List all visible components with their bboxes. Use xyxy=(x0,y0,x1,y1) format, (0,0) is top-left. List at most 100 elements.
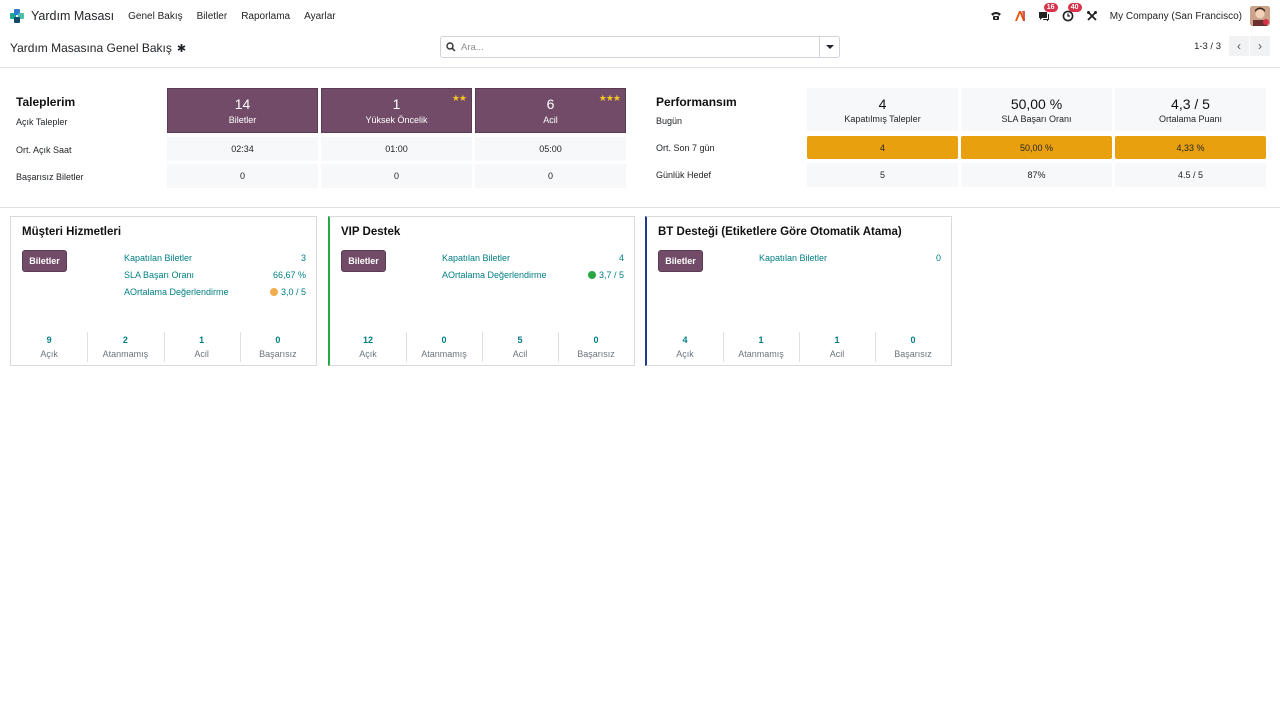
closed-tickets-link[interactable]: Kapatılan Biletler xyxy=(759,253,828,263)
high-priority-tile[interactable]: ★★ 1 Yüksek Öncelik xyxy=(321,88,472,133)
footer-failed[interactable]: 0 Başarısız xyxy=(558,329,634,365)
menu-settings[interactable]: Ayarlar xyxy=(304,10,336,22)
search-bar xyxy=(440,36,840,58)
perf-value: 4 xyxy=(878,95,887,112)
footer-value: 0 xyxy=(441,335,447,345)
closed-tickets-value[interactable]: 0 xyxy=(935,253,941,263)
chevron-down-icon xyxy=(825,45,834,49)
messages-icon[interactable]: 16 xyxy=(1036,3,1058,24)
company-switcher[interactable]: My Company (San Francisco) xyxy=(1109,10,1242,22)
team-name[interactable]: BT Desteği (Etiketlere Göre Otomatik Ata… xyxy=(658,226,902,238)
footer-label: Atanmamış xyxy=(421,349,467,359)
pager-value[interactable]: 1-3 / 3 xyxy=(1194,40,1221,52)
failed-cell[interactable]: 0 xyxy=(475,164,626,188)
footer-value: 0 xyxy=(593,335,599,345)
last-7-days-label: Ort. Son 7 gün xyxy=(656,143,715,153)
team-name[interactable]: Müşteri Hizmetleri xyxy=(22,226,122,238)
target-rating-cell[interactable]: 4.5 / 5 xyxy=(1115,163,1266,187)
footer-value: 2 xyxy=(122,335,128,345)
user-avatar[interactable] xyxy=(1250,6,1270,26)
closed-tickets-link[interactable]: Kapatılan Biletler xyxy=(124,253,193,263)
footer-unassigned[interactable]: 2 Atanmamış xyxy=(87,329,163,365)
footer-label: Başarısız xyxy=(894,349,932,359)
footer-open[interactable]: 12 Açık xyxy=(330,329,406,365)
footer-value: 0 xyxy=(910,335,916,345)
avg-rating-value[interactable]: 3,0 / 5 xyxy=(269,287,306,297)
sla-success-value[interactable]: 66,67 % xyxy=(272,270,306,280)
footer-open[interactable]: 4 Açık xyxy=(647,329,723,365)
footer-open[interactable]: 9 Açık xyxy=(11,329,87,365)
search-options-toggle[interactable] xyxy=(819,37,839,57)
target-closed-cell[interactable]: 5 xyxy=(807,163,958,187)
avg-rating-text: 3,7 / 5 xyxy=(598,270,624,280)
menu-tickets[interactable]: Biletler xyxy=(196,10,228,22)
activities-clock-icon[interactable]: 40 xyxy=(1060,3,1082,24)
footer-urgent[interactable]: 1 Acil xyxy=(163,329,240,365)
footer-failed[interactable]: 0 Başarısız xyxy=(875,329,951,365)
tickets-button[interactable]: Biletler xyxy=(341,250,386,272)
closed-tickets-value[interactable]: 4 xyxy=(618,253,624,263)
my-tickets-title: Taleplerim xyxy=(16,95,76,109)
footer-label: Acil xyxy=(194,349,209,359)
avg-rating-link[interactable]: AOrtalama Değerlendirme xyxy=(442,270,547,280)
team-name[interactable]: VIP Destek xyxy=(341,226,401,238)
avg-rating-link[interactable]: AOrtalama Değerlendirme xyxy=(124,287,229,297)
avg-hours-cell[interactable]: 01:00 xyxy=(321,137,472,161)
menu-reporting[interactable]: Raporlama xyxy=(241,10,291,22)
footer-unassigned[interactable]: 0 Atanmamış xyxy=(406,329,482,365)
footer-label: Açık xyxy=(40,349,58,359)
footer-label: Başarısız xyxy=(259,349,297,359)
tile-label: Yüksek Öncelik xyxy=(365,115,428,125)
tile-label: Acil xyxy=(543,115,558,125)
sla-success-today[interactable]: 50,00 % SLA Başarı Oranı xyxy=(961,88,1112,131)
target-sla-cell[interactable]: 87% xyxy=(961,163,1112,187)
team-footer: 4 Açık 1 Atanmamış 1 Acil 0 Başarısız xyxy=(647,329,951,365)
avg-hours-cell[interactable]: 02:34 xyxy=(167,137,318,161)
footer-label: Atanmamış xyxy=(738,349,784,359)
avg-rating-today[interactable]: 4,3 / 5 Ortalama Puanı xyxy=(1115,88,1266,131)
phone-icon[interactable] xyxy=(988,8,1004,24)
closed-tickets-value[interactable]: 3 xyxy=(300,253,306,263)
footer-failed[interactable]: 0 Başarısız xyxy=(239,329,316,365)
footer-urgent[interactable]: 5 Acil xyxy=(482,329,558,365)
search-input[interactable] xyxy=(461,41,819,53)
last7-sla-cell[interactable]: 50,00 % xyxy=(961,136,1112,159)
avg-rating-value[interactable]: 3,7 / 5 xyxy=(587,270,624,280)
footer-unassigned[interactable]: 1 Atanmamış xyxy=(723,329,799,365)
closed-tickets-today[interactable]: 4 Kapatılmış Talepler xyxy=(807,88,958,131)
closed-tickets-link[interactable]: Kapatılan Biletler xyxy=(442,253,511,263)
breadcrumb: Yardım Masasına Genel Bakış ✱ xyxy=(10,41,186,55)
sla-success-link[interactable]: SLA Başarı Oranı xyxy=(124,270,195,280)
footer-value: 12 xyxy=(362,335,373,345)
footer-label: Acil xyxy=(512,349,528,359)
urgent-tile[interactable]: ★★★ 6 Acil xyxy=(475,88,626,133)
activities-badge: 40 xyxy=(1067,3,1082,12)
failed-cell[interactable]: 0 xyxy=(321,164,472,188)
menu-overview[interactable]: Genel Bakış xyxy=(128,10,183,22)
avg-hours-cell[interactable]: 05:00 xyxy=(475,137,626,161)
pager-previous-button[interactable]: ‹ xyxy=(1229,36,1249,56)
tickets-button[interactable]: Biletler xyxy=(658,250,703,272)
systray: 16 40 My Company (San Francisco) xyxy=(988,0,1280,32)
ai-assistant-icon[interactable] xyxy=(1012,8,1028,24)
daily-target-label: Günlük Hedef xyxy=(656,170,712,180)
footer-value: 1 xyxy=(758,335,764,345)
app-brand[interactable]: Yardım Masası xyxy=(10,8,128,24)
gear-icon[interactable]: ✱ xyxy=(176,42,187,55)
pager-next-button[interactable]: › xyxy=(1250,36,1270,56)
footer-urgent[interactable]: 1 Acil xyxy=(799,329,875,365)
footer-value: 5 xyxy=(517,335,523,345)
team-card-it-support: BT Desteği (Etiketlere Göre Otomatik Ata… xyxy=(645,216,952,366)
my-tickets-tile[interactable]: 14 Biletler xyxy=(167,88,318,133)
app-name[interactable]: Yardım Masası xyxy=(31,9,115,23)
footer-value: 0 xyxy=(275,335,281,345)
star-icon: ★★ xyxy=(451,93,467,103)
failed-cell[interactable]: 0 xyxy=(167,164,318,188)
tickets-button[interactable]: Biletler xyxy=(22,250,67,272)
pager: 1-3 / 3 ‹ › xyxy=(1194,36,1270,56)
last7-closed-cell[interactable]: 4 xyxy=(807,136,958,159)
failed-tickets-label: Başarısız Biletler xyxy=(16,172,84,182)
last7-rating-cell[interactable]: 4,33 % xyxy=(1115,136,1266,159)
happy-face-icon xyxy=(587,271,596,279)
tools-icon[interactable] xyxy=(1084,8,1100,24)
